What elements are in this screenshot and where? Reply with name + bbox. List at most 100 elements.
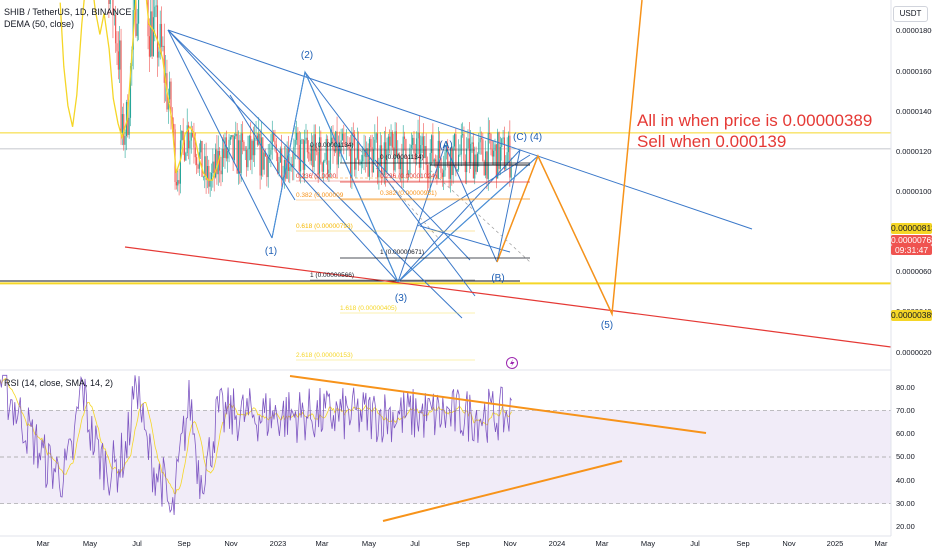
candle-body bbox=[177, 180, 179, 186]
wave-label: (4) bbox=[530, 132, 542, 143]
candle-body bbox=[443, 170, 445, 178]
time-tick-label: Jul bbox=[132, 539, 142, 548]
candle-body bbox=[428, 177, 430, 179]
fib-label-left: 0.382 (0.000009 bbox=[296, 192, 344, 199]
candle-body bbox=[278, 162, 280, 174]
candle-body bbox=[156, 5, 159, 58]
candle-body bbox=[390, 132, 392, 146]
candle-body bbox=[383, 142, 385, 176]
time-tick-label: Sep bbox=[456, 539, 469, 548]
candle-body bbox=[385, 142, 387, 172]
candle-body bbox=[359, 164, 361, 165]
candle-body bbox=[215, 149, 217, 178]
candle-body bbox=[192, 133, 194, 137]
candle-body bbox=[378, 165, 380, 178]
candle-body bbox=[462, 134, 464, 136]
trend-line bbox=[397, 144, 446, 283]
trend-line bbox=[304, 71, 476, 297]
candle-body bbox=[109, 0, 111, 5]
candle-body bbox=[244, 149, 246, 151]
candle-body bbox=[343, 133, 345, 144]
candle-body bbox=[200, 140, 202, 153]
wave-label: (2) bbox=[301, 50, 313, 61]
trend-line bbox=[167, 29, 273, 239]
trend-line bbox=[374, 159, 471, 261]
candle-body bbox=[188, 125, 190, 149]
candle-body bbox=[485, 151, 487, 176]
candle-body bbox=[297, 132, 299, 146]
candle-body bbox=[291, 163, 294, 168]
wave-label: (B) bbox=[491, 273, 504, 284]
candle-body bbox=[294, 139, 296, 147]
candle-body bbox=[456, 169, 458, 172]
currency-button[interactable]: USDT bbox=[893, 6, 928, 22]
candle-body bbox=[183, 139, 186, 161]
wave-drawings bbox=[167, 29, 753, 319]
candle-body bbox=[167, 99, 169, 110]
candle-body bbox=[317, 151, 319, 174]
candle-body bbox=[416, 138, 418, 160]
trend-line bbox=[419, 225, 511, 253]
price-pane[interactable]: 0 (0.00001134) 0.236 (0.0000 0.382 (0.0000… bbox=[0, 0, 892, 369]
candle-body bbox=[108, 0, 110, 5]
candle-body bbox=[208, 165, 210, 187]
candle-body bbox=[228, 139, 230, 151]
trend-line bbox=[167, 29, 399, 283]
candle-body bbox=[158, 51, 160, 58]
candle-body bbox=[227, 150, 229, 159]
candle-body bbox=[279, 148, 281, 163]
candle-body bbox=[236, 133, 238, 174]
time-tick-label: Jul bbox=[690, 539, 700, 548]
symbol-legend[interactable]: SHIB / TetherUS, 1D, BINANCE bbox=[4, 7, 132, 17]
candle-body bbox=[479, 138, 481, 143]
candle-body bbox=[455, 134, 457, 172]
time-tick-label: Mar bbox=[316, 539, 329, 548]
candle-body bbox=[116, 43, 118, 52]
candle-body bbox=[464, 160, 466, 173]
candle-body bbox=[193, 136, 195, 148]
candle-body bbox=[170, 81, 172, 118]
candle-body bbox=[491, 149, 493, 157]
fib-label-right: 0.236 (0.00001024) bbox=[380, 173, 437, 180]
wave-label: (C) bbox=[513, 132, 527, 143]
candle-body bbox=[506, 152, 508, 166]
candle-body bbox=[321, 162, 323, 172]
candle-body bbox=[148, 36, 150, 57]
price-tag-current: 0.00000768 bbox=[891, 235, 932, 245]
candle-body bbox=[340, 140, 342, 154]
rsi-line bbox=[0, 374, 513, 516]
candle-body bbox=[331, 137, 333, 144]
candle-body bbox=[377, 133, 379, 178]
candle-body bbox=[453, 134, 456, 147]
candle-body bbox=[325, 138, 327, 160]
candle-body bbox=[281, 148, 283, 180]
candle-body bbox=[358, 141, 360, 165]
candle-body bbox=[406, 156, 408, 175]
candle-body bbox=[283, 159, 285, 178]
dema-legend[interactable]: DEMA (50, close) bbox=[4, 19, 75, 29]
candle-body bbox=[310, 145, 312, 161]
rsi-tick-label: 80.00 bbox=[896, 383, 915, 392]
candle-body bbox=[248, 135, 250, 150]
time-tick-label: Jul bbox=[410, 539, 420, 548]
candle-body bbox=[487, 132, 489, 179]
candle-body bbox=[397, 153, 399, 157]
price-tick-label: 0.00001200 bbox=[896, 147, 932, 156]
candle-body bbox=[474, 154, 476, 179]
rsi-pane[interactable] bbox=[0, 374, 891, 522]
candle-body bbox=[362, 155, 364, 162]
candle-body bbox=[264, 152, 267, 157]
candle-body bbox=[302, 139, 304, 170]
candle-body bbox=[219, 150, 221, 171]
candle-body bbox=[323, 161, 325, 172]
candle-body bbox=[370, 138, 372, 148]
candle-body bbox=[314, 134, 316, 151]
candle-body bbox=[173, 123, 175, 130]
rsi-legend[interactable]: RSI (14, close, SMA, 14, 2) bbox=[4, 378, 114, 388]
fib-label-left: 1 (0.00000566) bbox=[310, 272, 354, 279]
candle-body bbox=[503, 137, 505, 170]
candle-body bbox=[402, 136, 404, 179]
fib-label-right: 0 (0.00001134) bbox=[380, 154, 424, 161]
rsi-trend-lower bbox=[382, 460, 623, 522]
